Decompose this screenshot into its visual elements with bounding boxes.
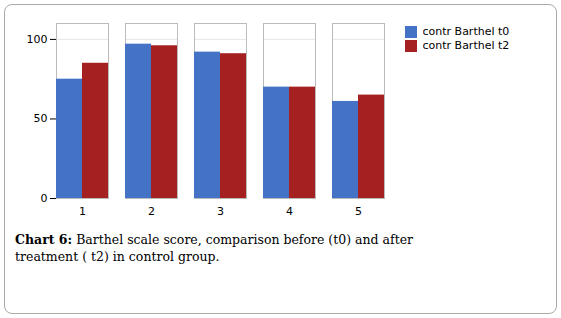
svg-text:100: 100	[27, 33, 48, 46]
svg-text:2: 2	[148, 205, 155, 218]
html-text:Chart 6: Barthel scale score,: Chart 6: Barthel scale score, comparison…	[15, 232, 413, 264]
svg-text:3: 3	[217, 205, 224, 218]
svg-text:1: 1	[79, 205, 86, 218]
html-text:contr Barthel t2: contr Barthel t2	[422, 39, 510, 52]
svg-text:50: 50	[34, 112, 48, 125]
svg-text:5: 5	[355, 205, 362, 218]
svg-text:0: 0	[41, 192, 48, 205]
svg-text:4: 4	[286, 205, 293, 218]
html-text:contr Barthel t0: contr Barthel t0	[422, 25, 510, 38]
